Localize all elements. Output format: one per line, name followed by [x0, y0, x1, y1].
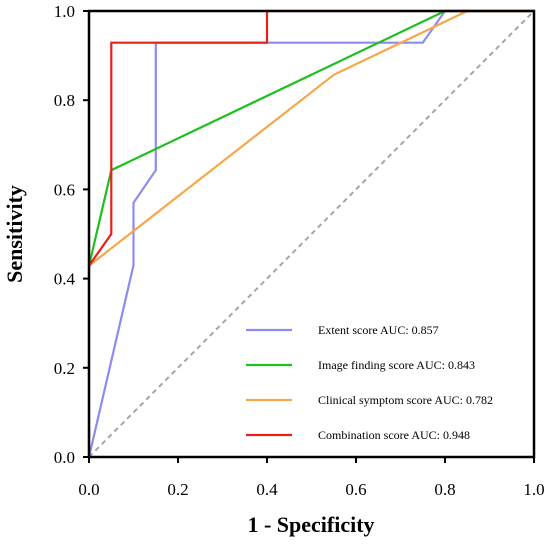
y-tick-label: 0.4	[54, 270, 76, 289]
y-tick-label: 1.0	[54, 2, 75, 21]
x-tick-label: 0.0	[78, 480, 99, 499]
plot-area	[87, 9, 536, 459]
legend-label-1: Extent score AUC: 0.857	[318, 323, 439, 337]
x-tick-label: 0.4	[256, 480, 278, 499]
y-tick-label: 0.2	[54, 359, 75, 378]
x-axis-title: 1 - Specificity	[247, 512, 374, 537]
y-tick-label: 0.6	[54, 180, 75, 199]
plot-frame	[87, 9, 536, 459]
reference-diagonal-line	[88, 10, 535, 458]
y-axis-title: Sensitivity	[2, 185, 27, 283]
x-tick-label: 0.2	[167, 480, 188, 499]
x-tick-label: 0.8	[434, 480, 455, 499]
series-line-1	[87, 9, 534, 458]
x-tick-label: 0.6	[345, 480, 366, 499]
legend-label-3: Clinical symptom score AUC: 0.782	[318, 393, 493, 407]
legend-label-2: Image finding score AUC: 0.843	[318, 358, 475, 372]
axis-ticks: 0.0 0.2 0.4 0.6 0.8 1.0 0.0 0.2 0.4 0.6 0.8 1.0	[54, 2, 545, 499]
legend: Extent score AUC: 0.857 Image finding sco…	[246, 323, 493, 442]
x-tick-label: 1.0	[523, 480, 544, 499]
y-tick-label: 0.8	[54, 91, 75, 110]
y-tick-label: 0.0	[54, 448, 75, 467]
legend-label-4: Combination score AUC: 0.948	[318, 428, 470, 442]
